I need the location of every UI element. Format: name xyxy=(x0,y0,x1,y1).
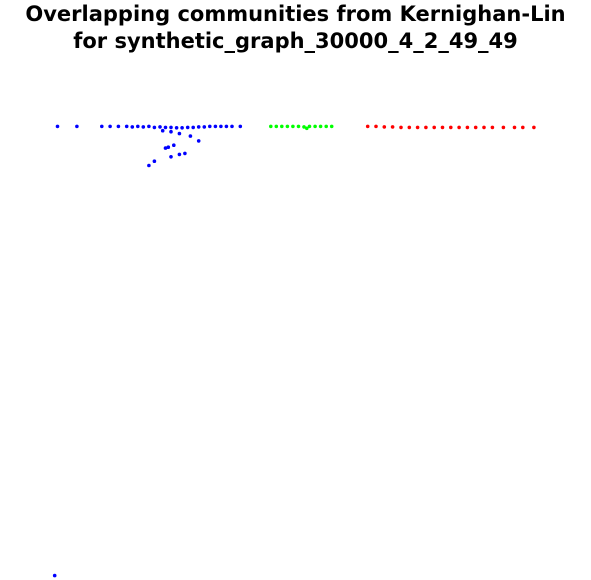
series-3-point-15 xyxy=(482,125,486,130)
scatter-points xyxy=(52,124,536,578)
series-1-point-1 xyxy=(55,124,60,129)
series-1-point-18 xyxy=(191,125,195,130)
series-3-point-3 xyxy=(382,125,387,129)
series-1-point-24 xyxy=(224,124,229,129)
series-2-point-2 xyxy=(274,124,279,129)
series-1-point-17 xyxy=(185,125,190,130)
chart-title: Overlapping communities from Kernighan-L… xyxy=(0,0,591,55)
series-1-point-7 xyxy=(130,125,135,129)
series-3-point-20 xyxy=(532,125,536,130)
series-1-point-35 xyxy=(177,152,182,157)
series-3-point-6 xyxy=(407,125,412,130)
series-1-point-3 xyxy=(100,124,104,129)
series-3-point-11 xyxy=(449,125,453,130)
series-3-point-12 xyxy=(457,125,461,130)
series-2-point-12 xyxy=(329,124,334,129)
series-3-point-14 xyxy=(473,125,478,130)
series-1-point-19 xyxy=(196,125,201,129)
series-1-point-10 xyxy=(147,124,151,129)
series-3-point-7 xyxy=(415,125,420,130)
series-1-point-39 xyxy=(147,163,151,168)
series-2-point-9 xyxy=(313,124,317,129)
series-1-point-2 xyxy=(75,124,79,129)
series-3-point-4 xyxy=(390,125,395,129)
series-1-point-32 xyxy=(172,143,176,147)
series-2 xyxy=(269,124,334,131)
chart-title-line-1: Overlapping communities from Kernighan-L… xyxy=(25,2,566,26)
series-1 xyxy=(52,124,243,578)
series-2-point-7 xyxy=(302,125,306,129)
series-3 xyxy=(365,124,536,130)
series-2-point-5 xyxy=(291,124,295,129)
series-3-point-16 xyxy=(490,125,495,130)
series-1-point-22 xyxy=(213,124,218,129)
series-1-point-26 xyxy=(238,124,243,129)
series-1-point-25 xyxy=(230,124,234,129)
series-1-point-13 xyxy=(163,125,168,130)
series-3-point-8 xyxy=(424,125,428,130)
series-1-point-31 xyxy=(196,139,201,143)
series-1-point-11 xyxy=(152,125,157,130)
series-2-point-10 xyxy=(318,124,323,129)
series-3-point-19 xyxy=(521,125,525,130)
series-3-point-10 xyxy=(440,125,445,130)
series-1-point-21 xyxy=(208,124,212,129)
series-1-point-40 xyxy=(52,573,57,578)
series-1-point-14 xyxy=(169,125,173,130)
series-3-point-5 xyxy=(399,125,403,130)
series-2-point-13 xyxy=(305,126,309,131)
series-1-point-8 xyxy=(136,124,140,129)
series-1-point-38 xyxy=(152,159,157,163)
series-3-point-9 xyxy=(432,125,437,130)
series-1-point-23 xyxy=(219,124,223,129)
series-3-point-13 xyxy=(465,125,470,130)
chart-title-line-2: for synthetic_graph_30000_4_2_49_49 xyxy=(73,29,518,53)
series-1-point-27 xyxy=(160,128,165,133)
series-1-point-20 xyxy=(202,125,207,129)
series-3-point-1 xyxy=(365,124,370,129)
series-2-point-6 xyxy=(296,124,301,129)
series-1-point-9 xyxy=(141,125,146,129)
series-1-point-34 xyxy=(163,146,168,150)
series-1-point-5 xyxy=(116,124,121,129)
series-1-point-37 xyxy=(169,155,173,159)
series-1-point-28 xyxy=(169,129,173,134)
series-1-point-16 xyxy=(180,126,184,130)
series-2-point-4 xyxy=(285,124,290,129)
series-1-point-33 xyxy=(166,145,171,149)
series-1-point-36 xyxy=(183,151,187,156)
series-2-point-11 xyxy=(324,124,329,129)
series-2-point-8 xyxy=(307,124,312,129)
series-1-point-4 xyxy=(108,124,112,129)
series-2-point-1 xyxy=(269,124,273,129)
series-2-point-3 xyxy=(280,124,284,129)
series-1-point-30 xyxy=(188,134,193,138)
series-1-point-12 xyxy=(158,125,162,129)
series-3-point-18 xyxy=(512,125,517,130)
series-1-point-29 xyxy=(177,131,182,136)
series-3-point-2 xyxy=(374,124,378,129)
series-3-point-17 xyxy=(501,125,506,130)
series-1-point-15 xyxy=(174,126,179,130)
series-1-point-6 xyxy=(124,124,129,129)
